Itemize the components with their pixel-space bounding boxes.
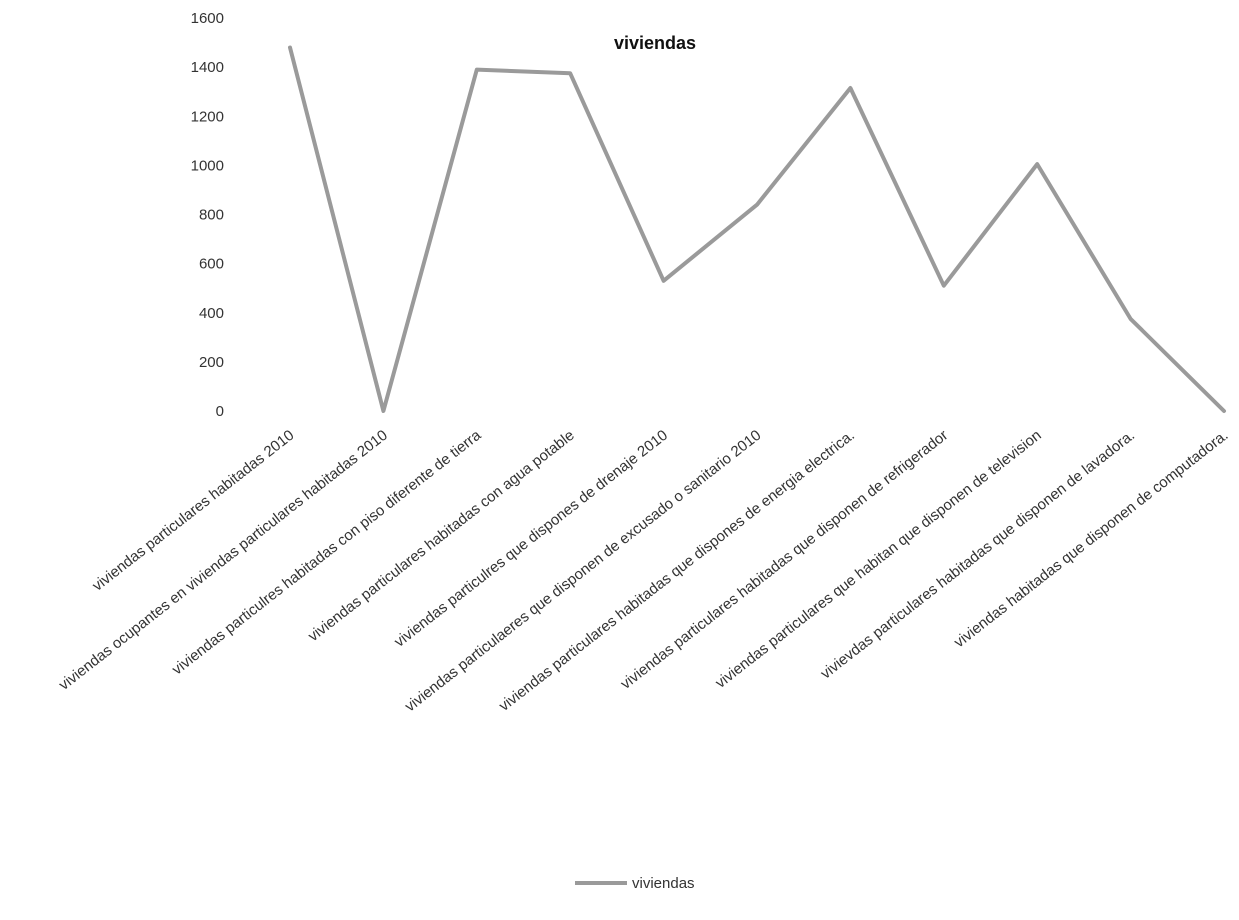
legend: viviendas (575, 875, 695, 892)
y-tick-label: 800 (199, 207, 224, 224)
data-point (1129, 317, 1133, 321)
x-category-label: vivievdas particulares habitadas que dis… (817, 427, 1138, 683)
y-tick-label: 1200 (191, 108, 224, 125)
plot-area (288, 45, 1226, 413)
y-tick-label: 0 (216, 403, 224, 420)
x-category-label: viviendas particulres habitadas con piso… (169, 426, 485, 678)
y-tick-label: 400 (199, 305, 224, 322)
data-point (848, 86, 852, 90)
data-point (755, 203, 759, 207)
data-point (568, 71, 572, 75)
x-category-label: viviendas particulaeres que disponen de … (402, 427, 765, 716)
chart-title: viviendas (614, 33, 696, 53)
series-line (288, 45, 1226, 413)
y-axis-ticks: 0 200 400 600 800 1000 1200 1400 1600 (191, 10, 224, 420)
x-category-label: viviendas particulares habitadas que dis… (618, 427, 952, 693)
y-tick-label: 1000 (191, 157, 224, 174)
y-tick-label: 200 (199, 354, 224, 371)
data-point (662, 279, 666, 283)
x-category-label: viviendas ocupantes en viviendas particu… (56, 427, 391, 694)
x-category-label: viviendas particulares habitadas que dis… (496, 427, 858, 715)
legend-label: viviendas (632, 875, 695, 892)
y-tick-label: 600 (199, 256, 224, 273)
data-point (381, 409, 385, 413)
data-point (288, 45, 292, 49)
data-point (942, 284, 946, 288)
x-category-label: viviendas particulares habitadas 2010 (89, 427, 297, 595)
x-axis-categories: viviendas particulares habitadas 2010viv… (56, 426, 1232, 715)
data-point (1222, 409, 1226, 413)
y-tick-label: 1400 (191, 59, 224, 76)
data-point (475, 68, 479, 72)
y-tick-label: 1600 (191, 10, 224, 27)
data-point (1035, 162, 1039, 166)
x-category-label: viviendas particulares que habitan que d… (712, 427, 1044, 692)
